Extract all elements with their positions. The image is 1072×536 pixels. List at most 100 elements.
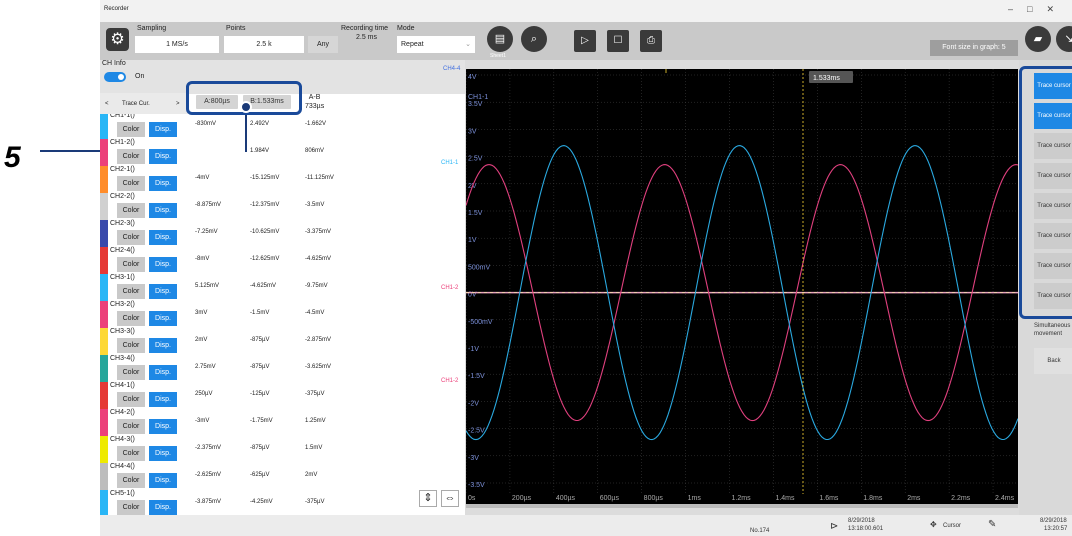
- color-button[interactable]: Color: [117, 419, 145, 434]
- color-button[interactable]: Color: [117, 149, 145, 164]
- expand-button[interactable]: ↘: [1056, 26, 1072, 52]
- y-tick-label: 0V: [468, 292, 477, 299]
- color-button[interactable]: Color: [117, 176, 145, 191]
- sheet-button[interactable]: ▤ Sheet1: [487, 26, 513, 59]
- cursor-a-value: -3mV: [195, 418, 210, 424]
- vertical-zoom-icon[interactable]: ⇕: [419, 490, 437, 507]
- color-button[interactable]: Color: [117, 257, 145, 272]
- color-button[interactable]: Color: [117, 284, 145, 299]
- disp-button[interactable]: Disp.: [149, 446, 177, 461]
- a-b-difference: 1.5mV: [305, 445, 323, 451]
- disp-button[interactable]: Disp.: [149, 419, 177, 434]
- cursor-panel: Trace cursor Trace cursor Trace cursor Trac…: [1024, 60, 1072, 515]
- save-button[interactable]: ⎙: [640, 30, 662, 52]
- color-button[interactable]: Color: [117, 203, 145, 218]
- channel-name: CH3-1(): [110, 274, 135, 281]
- table-row: CH3-2() Color Disp. 3mV -1.5mV -4.5mV: [100, 301, 465, 329]
- horizontal-zoom-icon[interactable]: ⇔: [441, 490, 459, 507]
- disp-button[interactable]: Disp.: [149, 338, 177, 353]
- points-field[interactable]: 2.5 k: [224, 36, 304, 53]
- trace-cursor-button[interactable]: Trace cursor: [1034, 103, 1072, 129]
- color-button[interactable]: Color: [117, 122, 145, 137]
- disp-button[interactable]: Disp.: [149, 284, 177, 299]
- x-tick-label: 800µs: [644, 495, 664, 502]
- sampling-field[interactable]: 1 MS/s: [135, 36, 219, 53]
- disp-button[interactable]: Disp.: [149, 392, 177, 407]
- channel-name: CH2-2(): [110, 193, 135, 200]
- color-button[interactable]: Color: [117, 392, 145, 407]
- back-button[interactable]: Back: [1034, 348, 1072, 374]
- x-tick-label: 0s: [468, 495, 476, 502]
- trace-cursor-button[interactable]: Trace cursor: [1034, 163, 1072, 189]
- color-button[interactable]: Color: [117, 473, 145, 488]
- a-b-difference: -3.5mV: [305, 202, 325, 208]
- x-tick-label: 1.4ms: [775, 495, 795, 502]
- chevron-left-icon[interactable]: <: [105, 101, 109, 107]
- disp-button[interactable]: Disp.: [149, 473, 177, 488]
- channel-color-swatch: [100, 247, 108, 275]
- y-tick-label: 1.5V: [468, 210, 483, 217]
- horizontal-scrollbar[interactable]: [466, 504, 1018, 508]
- ch-info-panel: CH Info On < Trace Cur. > A:800µs B:1.53…: [100, 60, 465, 515]
- disp-button[interactable]: Disp.: [149, 257, 177, 272]
- cursor-b-value: -12.625mV: [250, 256, 280, 262]
- table-row: CH5-1() Color Disp. -3.875mV -4.25mV -375µV: [100, 490, 465, 515]
- cursor-b-button[interactable]: B:1.533ms: [243, 95, 291, 109]
- disp-button[interactable]: Disp.: [149, 230, 177, 245]
- waveform-plot[interactable]: 0s 200µs 400µs 600µs 800µs 1ms 1.2ms 1.4ms 1.6ms…: [466, 69, 1018, 508]
- current-time: 13:20:57: [1044, 526, 1068, 532]
- x-tick-label: 400µs: [556, 495, 576, 502]
- eraser-icon[interactable]: ✎: [988, 519, 997, 530]
- toolbar: ⚙ Sampling 1 MS/s Points 2.5 k Any Recor…: [100, 22, 1072, 60]
- cursor-a-value: 2.75mV: [195, 364, 216, 370]
- disp-button[interactable]: Disp.: [149, 176, 177, 191]
- trace-cursor-tab[interactable]: < Trace Cur. >: [100, 93, 188, 115]
- play-button[interactable]: ▷: [574, 30, 596, 52]
- cursor-a-value: -830mV: [195, 121, 217, 127]
- color-button[interactable]: Color: [117, 500, 145, 515]
- table-row: CH3-3() Color Disp. 2mV -875µV -2.875mV: [100, 328, 465, 356]
- title-bar: Recorder –□✕: [100, 0, 1072, 22]
- x-tick-label: 200µs: [512, 495, 532, 502]
- trace-cursor-button[interactable]: Trace cursor: [1034, 283, 1072, 309]
- channel-color-swatch: [100, 328, 108, 356]
- stop-button[interactable]: ☐: [607, 30, 629, 52]
- simultaneous-movement-label[interactable]: Simultaneous movement: [1034, 323, 1071, 337]
- a-b-difference: 806mV: [305, 148, 325, 154]
- color-button[interactable]: Color: [117, 446, 145, 461]
- window-controls[interactable]: –□✕: [1008, 4, 1068, 14]
- disp-button[interactable]: Disp.: [149, 149, 177, 164]
- chevron-right-icon[interactable]: >: [176, 101, 180, 107]
- cursor-a-button[interactable]: A:800µs: [196, 95, 238, 109]
- mode-select[interactable]: Repeat ⌄: [397, 36, 475, 53]
- disp-button[interactable]: Disp.: [149, 203, 177, 218]
- channel-name: CH2-4(): [110, 247, 135, 254]
- font-size-button[interactable]: Font size in graph: 5: [930, 40, 1018, 56]
- trace-cursor-button[interactable]: Trace cursor: [1034, 73, 1072, 99]
- y-tick-label: 3V: [468, 128, 477, 135]
- color-button[interactable]: Color: [117, 311, 145, 326]
- disp-button[interactable]: Disp.: [149, 311, 177, 326]
- open-folder-button[interactable]: ▰: [1025, 26, 1051, 52]
- color-button[interactable]: Color: [117, 338, 145, 353]
- any-button[interactable]: Any: [308, 36, 338, 53]
- trace-cursor-button[interactable]: Trace cursor: [1034, 193, 1072, 219]
- trace-cursor-button[interactable]: Trace cursor: [1034, 133, 1072, 159]
- cursor-a-value: 2mV: [195, 337, 208, 343]
- color-button[interactable]: Color: [117, 230, 145, 245]
- ch-info-toggle[interactable]: [104, 72, 126, 82]
- y-tick-label: -1.5V: [468, 373, 485, 380]
- callout-highlight-cursor-values: [186, 81, 302, 115]
- settings-gear-icon[interactable]: ⚙: [106, 28, 129, 51]
- disp-button[interactable]: Disp.: [149, 365, 177, 380]
- x-tick-label: 1.6ms: [819, 495, 839, 502]
- trace-cursor-button[interactable]: Trace cursor: [1034, 223, 1072, 249]
- ch-info-title: CH Info: [102, 60, 126, 67]
- ch1-2-waveform: [466, 164, 1018, 422]
- cursor-a-value: -3.875mV: [195, 499, 222, 505]
- color-button[interactable]: Color: [117, 365, 145, 380]
- disp-button[interactable]: Disp.: [149, 500, 177, 515]
- trace-cursor-button[interactable]: Trace cursor: [1034, 253, 1072, 279]
- disp-button[interactable]: Disp.: [149, 122, 177, 137]
- search-button[interactable]: ⌕: [521, 26, 547, 52]
